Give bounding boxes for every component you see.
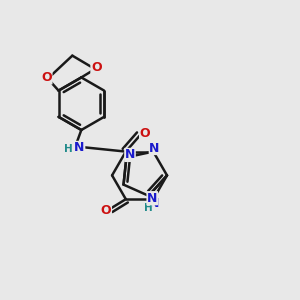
Text: N: N — [147, 192, 158, 205]
Text: O: O — [140, 127, 150, 140]
Text: H: H — [143, 203, 152, 213]
Text: O: O — [41, 71, 52, 84]
Text: N: N — [74, 141, 85, 154]
Text: N: N — [125, 148, 135, 161]
Text: H: H — [64, 144, 73, 154]
Text: N: N — [149, 142, 160, 154]
Text: O: O — [91, 61, 102, 74]
Text: O: O — [101, 204, 111, 217]
Text: N: N — [149, 197, 160, 210]
